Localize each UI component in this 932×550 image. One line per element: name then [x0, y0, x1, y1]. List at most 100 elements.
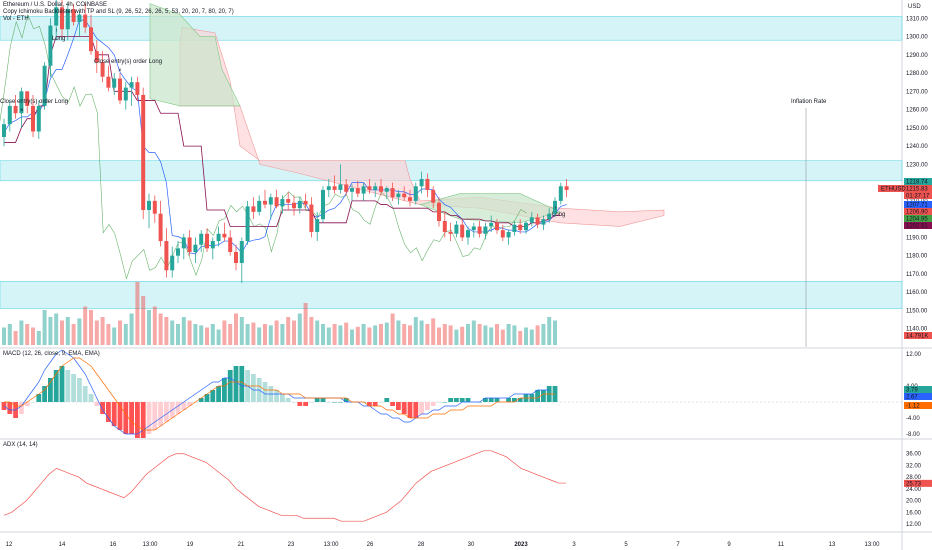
volume-bar	[344, 322, 349, 345]
macd-histogram-bar	[7, 402, 13, 414]
volume-bar	[147, 310, 151, 345]
support-resistance-zone	[0, 16, 903, 41]
candle-body	[239, 241, 244, 263]
candle-body	[48, 25, 53, 66]
volume-bar	[25, 324, 30, 345]
candle-body	[89, 27, 93, 52]
macd-histogram-bar	[65, 370, 71, 402]
macd-histogram-bar	[187, 402, 192, 406]
price-tick-label: 1190.00	[906, 235, 928, 241]
volume-bar	[471, 320, 476, 345]
candle-body	[263, 200, 267, 205]
badge-value: 1204.95	[906, 217, 928, 223]
candle-body	[558, 186, 563, 201]
candle-body	[2, 124, 6, 137]
candle-body	[135, 82, 140, 95]
candle-body	[384, 188, 389, 192]
time-tick-label: 13:00	[142, 542, 158, 548]
volume-bar	[448, 325, 453, 345]
candle-body	[257, 200, 262, 212]
candle-body	[268, 197, 273, 205]
macd-histogram-bar	[24, 402, 30, 406]
volume-bar	[19, 320, 24, 345]
macd-histogram-bar	[442, 402, 448, 403]
badge-bg	[904, 201, 932, 208]
macd-histogram-bar	[123, 402, 129, 434]
candle-body	[437, 202, 441, 221]
price-tick-label: 1160.00	[906, 290, 928, 296]
macd-histogram-bar	[280, 394, 285, 402]
price-tick-label: 1260.00	[906, 108, 928, 114]
candle-body	[106, 76, 111, 88]
macd-histogram-bar	[19, 402, 24, 414]
macd-histogram-bar	[158, 402, 163, 426]
volume-bar	[518, 331, 523, 345]
macd-histogram-bar	[384, 398, 390, 402]
volume-bar	[373, 325, 378, 345]
macd-histogram-bar	[82, 386, 88, 402]
volume-bar	[60, 320, 64, 345]
candle-body	[274, 197, 279, 207]
adx-line	[3, 450, 566, 522]
candle-body	[158, 213, 163, 242]
volume-bar	[535, 325, 540, 345]
volume-bar	[379, 324, 383, 345]
badge-value: 25.73	[906, 481, 922, 487]
macd-tick-label: 12.00	[906, 352, 922, 358]
macd-histogram-bar	[94, 402, 100, 406]
volume-bar	[460, 326, 465, 345]
candle-body	[495, 222, 499, 231]
volume-bar	[129, 313, 134, 345]
volume-bar	[210, 324, 215, 345]
volume-bar	[36, 331, 41, 345]
candle-body	[216, 233, 221, 242]
badge-bg	[904, 192, 932, 199]
volume-bar	[332, 324, 337, 345]
badge-bg	[904, 393, 932, 400]
candle-body	[350, 188, 354, 192]
macd-histogram-bar	[106, 402, 111, 422]
badge-value: 1206.90	[906, 210, 928, 216]
candle-body	[42, 65, 47, 106]
candle-body	[379, 186, 383, 192]
candle-body	[396, 193, 401, 198]
candle-body	[460, 224, 465, 238]
macd-title: MACD (12, 26, close, 9, EMA, EMA)	[3, 351, 100, 357]
macd-histogram-bar	[274, 390, 279, 402]
candle-body	[541, 219, 546, 225]
volume-bar	[187, 320, 192, 345]
time-tick-label: 12	[6, 542, 13, 548]
macd-histogram-bar	[59, 366, 65, 402]
candle-body	[199, 233, 204, 245]
macd-histogram-bar	[100, 402, 105, 414]
ichimoku-cloud	[179, 27, 665, 227]
volume-bar	[112, 327, 117, 345]
candle-body	[60, 7, 64, 30]
close-order-label: Close entry(s) order Long	[94, 59, 163, 65]
volume-bar	[483, 325, 488, 345]
volume-bar	[425, 324, 430, 345]
candle-body	[77, 14, 82, 22]
time-tick-label: 7	[676, 542, 680, 548]
badge-bg	[878, 185, 932, 192]
macd-histogram-bar	[135, 402, 140, 438]
macd-signal-line	[4, 357, 555, 431]
candle-body	[326, 186, 331, 190]
price-tick-label: 1250.00	[906, 126, 928, 132]
badge-value: 3.79	[906, 388, 918, 394]
macd-histogram-bar	[48, 378, 53, 402]
time-tick-label: 21	[238, 542, 245, 548]
candle-body	[529, 217, 534, 223]
macd-line	[3, 349, 550, 435]
volume-bar	[94, 320, 99, 345]
volume-bar	[48, 317, 53, 345]
long-signal-label: Long	[52, 36, 66, 42]
macd-histogram-bar	[164, 402, 169, 422]
volume-bar	[350, 329, 354, 345]
candle-body	[442, 220, 447, 232]
symbol-title: Ethereum / U.S. Dollar, 4h, COINBASE	[3, 2, 108, 8]
candle-body	[425, 178, 430, 190]
volume-bar	[408, 325, 412, 345]
candle-body	[210, 241, 215, 249]
